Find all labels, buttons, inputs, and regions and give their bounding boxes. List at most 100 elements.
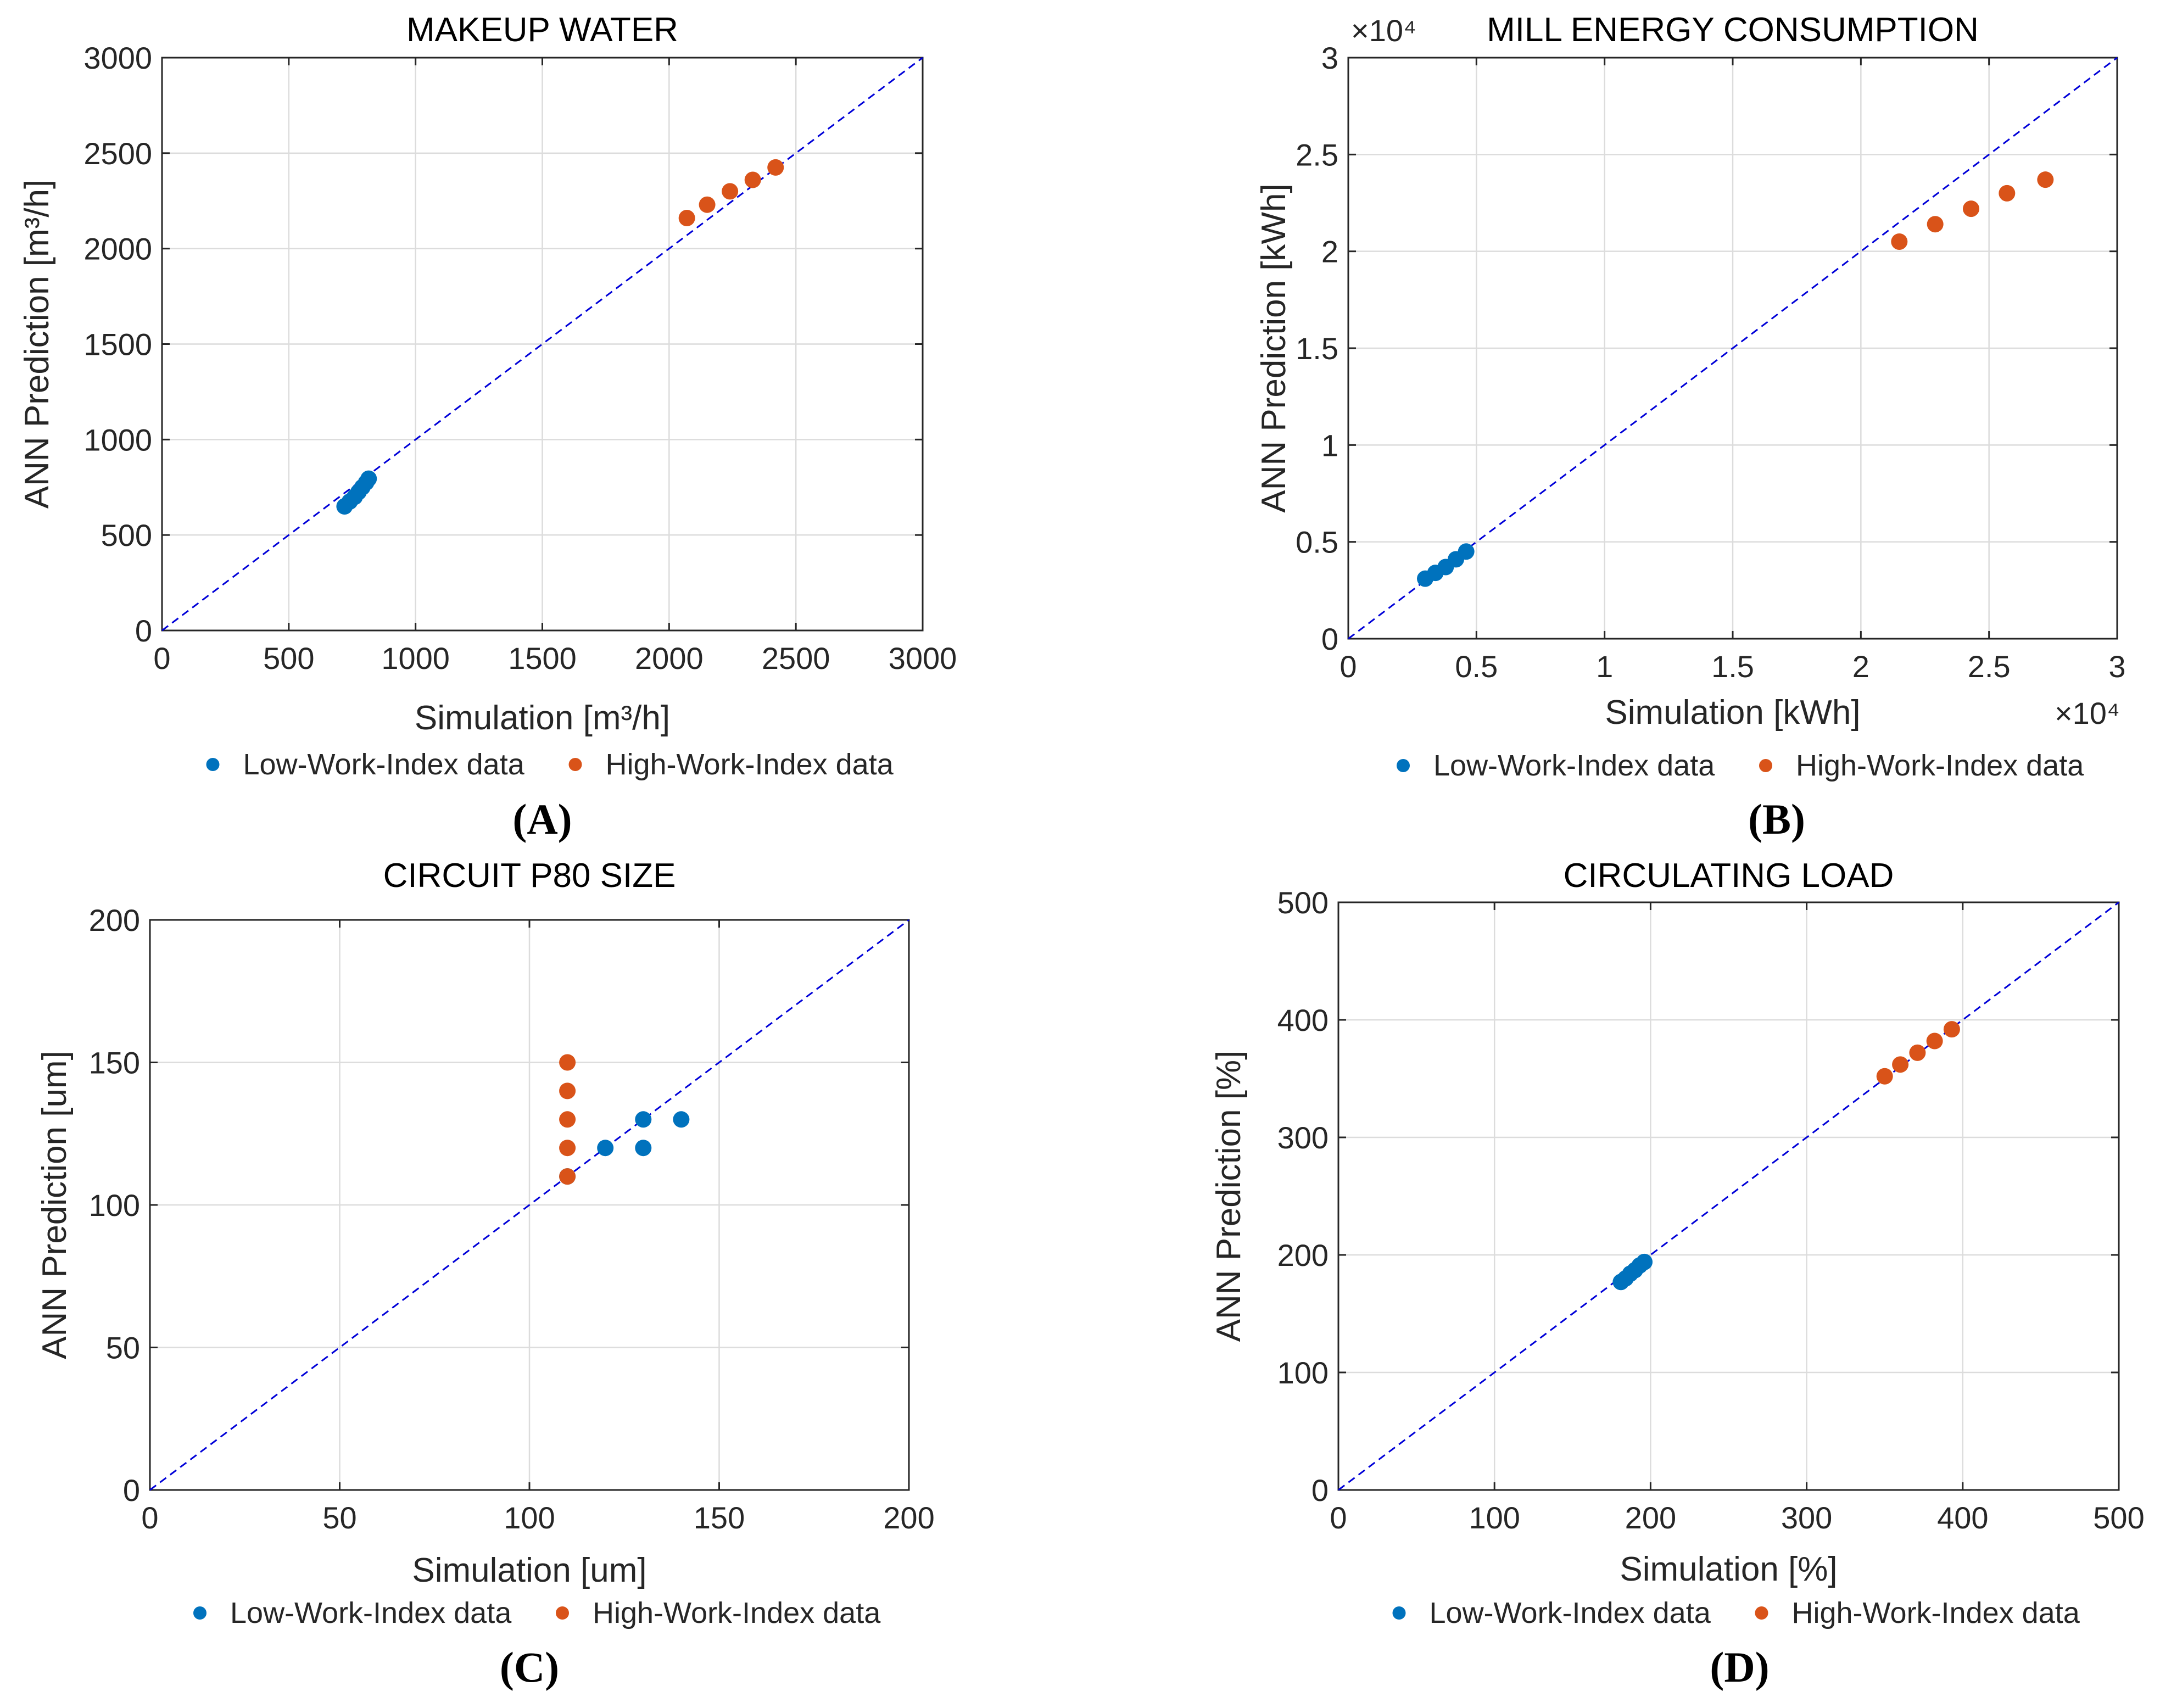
chart-panel-0: 0 500 1000 1500 2000 2500 3000 0 500 1000 1500 2000…: [18, 11, 957, 843]
data-point-low-2: [635, 1140, 652, 1157]
x-tick-label: 0: [153, 641, 170, 676]
legend-label: Low-Work-Index data: [1433, 749, 1715, 782]
x-tick-label: 2: [1852, 649, 1869, 684]
x-axis-label: Simulation [kWh]: [1605, 694, 1860, 732]
x-tick-label: 500: [2093, 1500, 2144, 1535]
x-axis-label: Simulation [m³/h]: [415, 699, 670, 737]
reference-line: [161, 57, 923, 632]
data-point-high-0: [1891, 233, 1908, 250]
data-point-high-0: [1876, 1068, 1893, 1085]
legend-marker: [568, 758, 582, 771]
legend-label: Low-Work-Index data: [1430, 1597, 1711, 1629]
y-tick-label: 200: [1277, 1238, 1329, 1272]
legend-marker: [206, 758, 220, 771]
y-tick-label: 0: [123, 1473, 140, 1508]
y-tick-label: 500: [101, 518, 152, 552]
x-tick-label: 200: [1625, 1500, 1676, 1535]
x-tick-label: 3000: [889, 641, 957, 676]
data-point-low-4: [673, 1111, 690, 1128]
chart-panel-3: 0 100 200 300 400 500 0 100 200 300 400 500 CIRCULAT…: [1210, 857, 2145, 1691]
reference-line: [1348, 57, 2118, 640]
data-point-high-1: [1892, 1056, 1909, 1073]
x-tick-label: 1000: [381, 641, 450, 676]
y-axis-exponent: ×10⁴: [1351, 13, 1416, 48]
legend: Low-Work-Index data High-Work-Index data: [1392, 1597, 2080, 1629]
legend-label: High-Work-Index data: [593, 1597, 881, 1629]
panel-label: (A): [512, 795, 572, 843]
y-tick-label: 3000: [83, 41, 152, 75]
chart-title: CIRCULATING LOAD: [1564, 857, 1894, 895]
y-tick-label: 0: [1321, 622, 1338, 656]
x-tick-label: 300: [1781, 1500, 1832, 1535]
x-tick-label: 1: [1596, 649, 1613, 684]
y-axis-label: ANN Prediction [%]: [1210, 1051, 1248, 1342]
y-axis-label: ANN Prediction [um]: [36, 1051, 74, 1359]
y-tick-label: 0: [135, 613, 152, 648]
legend-marker: [1759, 759, 1772, 772]
y-tick-label: 0.5: [1296, 525, 1338, 560]
y-tick-label: 100: [1277, 1355, 1329, 1390]
y-axis-label: ANN Prediction [kWh]: [1255, 183, 1293, 513]
data-point-high-1: [559, 1140, 576, 1157]
x-tick-label: 2000: [635, 641, 704, 676]
y-tick-label: 0: [1311, 1473, 1329, 1508]
data-point-high-4: [767, 159, 784, 176]
x-tick-label: 500: [263, 641, 314, 676]
x-tick-label: 1.5: [1711, 649, 1754, 684]
data-point-high-3: [559, 1082, 576, 1099]
y-tick-label: 200: [89, 903, 140, 937]
chart-panel-1: 0 0.5 1 1.5 2 2.5 3 0 0.5 1 1.5 2 2.5 3 ×10⁴ ×10⁴ MILL E…: [1255, 11, 2126, 843]
legend-marker: [1397, 759, 1410, 772]
plot-area-frame: [1337, 901, 2120, 1491]
data-point-high-2: [559, 1111, 576, 1128]
y-tick-label: 50: [106, 1331, 140, 1365]
data-point-high-1: [699, 196, 716, 213]
y-tick-label: 1.5: [1296, 331, 1338, 366]
x-tick-label: 0.5: [1455, 649, 1498, 684]
data-point-high-3: [1926, 1032, 1943, 1050]
x-tick-label: 100: [504, 1500, 555, 1535]
y-tick-label: 1500: [83, 327, 152, 362]
y-axis-label: ANN Prediction [m³/h]: [18, 180, 56, 509]
reference-line: [1338, 901, 2119, 1491]
data-point-high-3: [744, 171, 761, 188]
legend: Low-Work-Index data High-Work-Index data: [193, 1597, 881, 1629]
legend-marker: [193, 1606, 206, 1620]
data-point-high-0: [678, 210, 695, 227]
legend-label: Low-Work-Index data: [230, 1597, 512, 1629]
x-tick-label: 100: [1469, 1500, 1520, 1535]
y-tick-label: 2000: [83, 232, 152, 266]
x-tick-label: 1500: [508, 641, 577, 676]
y-tick-label: 2: [1321, 235, 1338, 269]
x-axis-exponent: ×10⁴: [2055, 696, 2120, 730]
x-tick-label: 200: [883, 1500, 934, 1535]
x-tick-label: 0: [1330, 1500, 1347, 1535]
x-tick-label: 0: [141, 1500, 158, 1535]
reference-line: [149, 919, 909, 1491]
legend-marker: [1755, 1606, 1768, 1620]
legend-label: High-Work-Index data: [1792, 1597, 2080, 1629]
x-axis-label: Simulation [um]: [412, 1551, 646, 1589]
y-tick-label: 400: [1277, 1003, 1329, 1037]
x-tick-label: 0: [1339, 649, 1357, 684]
panel-label: (C): [500, 1643, 559, 1691]
legend-label: Low-Work-Index data: [243, 748, 525, 781]
y-tick-label: 150: [89, 1046, 140, 1080]
data-point-low-6: [360, 470, 377, 487]
legend: Low-Work-Index data High-Work-Index data: [206, 748, 894, 781]
data-point-low-5: [1636, 1253, 1653, 1270]
data-point-low-4: [1458, 543, 1475, 560]
chart-title: MAKEUP WATER: [406, 11, 678, 49]
x-axis-label: Simulation [%]: [1620, 1550, 1837, 1588]
legend-label: High-Work-Index data: [1796, 749, 2084, 782]
x-tick-label: 2500: [762, 641, 830, 676]
chart-title: CIRCUIT P80 SIZE: [383, 857, 676, 895]
data-point-high-4: [2037, 171, 2054, 188]
y-tick-label: 2.5: [1296, 137, 1338, 172]
x-tick-label: 3: [2108, 649, 2125, 684]
y-tick-label: 3: [1321, 41, 1338, 75]
data-point-low-3: [635, 1111, 652, 1128]
chart-title: MILL ENERGY CONSUMPTION: [1487, 11, 1979, 49]
legend-marker: [556, 1606, 569, 1620]
